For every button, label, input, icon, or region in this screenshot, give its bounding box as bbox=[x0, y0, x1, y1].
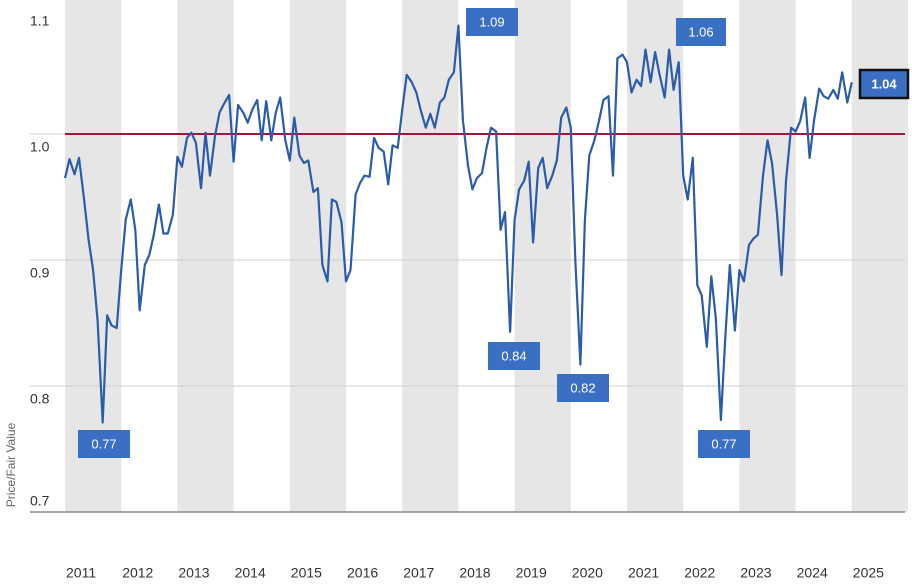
x-tick-label: 2015 bbox=[291, 565, 322, 581]
year-bands bbox=[65, 0, 908, 512]
y-tick-label: 0.9 bbox=[30, 265, 50, 281]
annotation-box bbox=[676, 18, 726, 46]
year-band bbox=[65, 0, 122, 512]
plot: 0.77 1.09 0.84 0.82 1.06 0.77 1.04 bbox=[63, 8, 910, 458]
y-tick-label: 0.7 bbox=[30, 493, 50, 509]
x-tick-label: 2025 bbox=[853, 565, 884, 581]
x-tick-label: 2020 bbox=[572, 565, 603, 581]
annotation-box bbox=[466, 8, 518, 36]
annotation-box bbox=[488, 342, 540, 370]
year-band bbox=[514, 0, 571, 512]
year-band bbox=[289, 0, 346, 512]
x-tick-label: 2021 bbox=[628, 565, 659, 581]
annotation-label: 1.06 bbox=[688, 24, 713, 39]
x-tick-label: 2024 bbox=[797, 565, 828, 581]
x-tick-label: 2016 bbox=[347, 565, 378, 581]
x-tick-label: 2011 bbox=[66, 565, 96, 581]
x-tick-label: 2012 bbox=[122, 565, 153, 581]
x-tick-label: 2013 bbox=[178, 565, 209, 581]
y-axis-label: Price/Fair Value bbox=[4, 422, 18, 507]
annotation-label: 0.77 bbox=[91, 436, 116, 451]
annotation-label: 1.04 bbox=[871, 76, 897, 91]
annotation-label: 0.82 bbox=[570, 380, 595, 395]
annotation-label: 0.84 bbox=[501, 348, 526, 363]
x-tick-label: 2019 bbox=[516, 565, 547, 581]
annotation-box bbox=[78, 430, 130, 458]
year-band bbox=[177, 0, 234, 512]
annotation-box bbox=[557, 374, 609, 402]
x-tick-label: 2017 bbox=[403, 565, 434, 581]
year-band bbox=[627, 0, 684, 512]
year-band bbox=[739, 0, 796, 512]
x-tick-label: 2014 bbox=[235, 565, 266, 581]
y-tick-label: 1.0 bbox=[30, 139, 50, 155]
annotation-label: 1.09 bbox=[479, 14, 504, 29]
series-line bbox=[63, 24, 853, 424]
annotation-label: 0.77 bbox=[711, 436, 736, 451]
x-tick-label: 2022 bbox=[684, 565, 715, 581]
year-band bbox=[402, 0, 459, 512]
annotation-box bbox=[698, 430, 750, 458]
annotation-box bbox=[858, 68, 910, 100]
x-tick-label: 2018 bbox=[459, 565, 490, 581]
y-tick-label: 1.1 bbox=[30, 13, 50, 29]
y-tick-label: 0.8 bbox=[30, 391, 50, 407]
x-tick-label: 2023 bbox=[740, 565, 771, 581]
